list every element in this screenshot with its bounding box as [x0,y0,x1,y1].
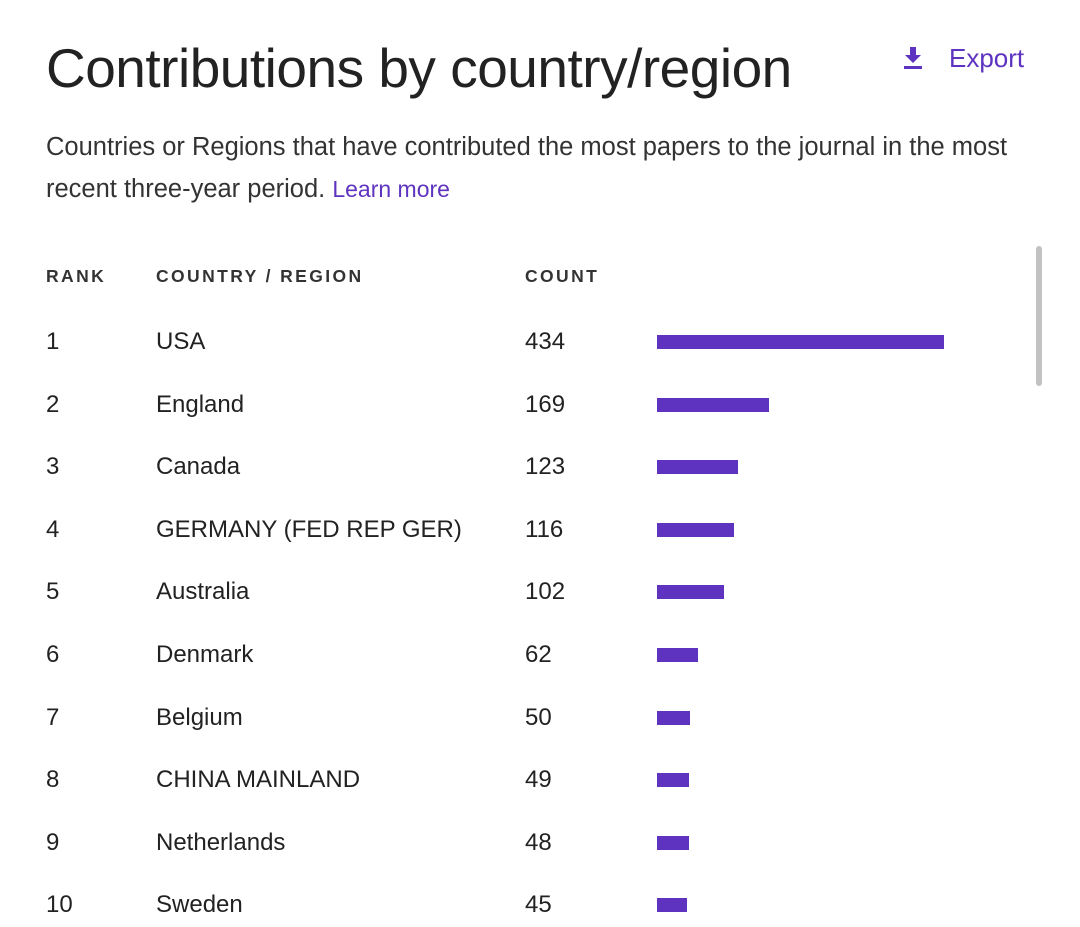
country-cell: Denmark [156,641,254,668]
count-cell: 123 [525,453,566,481]
scrollbar-thumb[interactable] [1036,246,1042,386]
country-cell: Netherlands [156,828,286,856]
export-button[interactable]: Export [903,42,1024,74]
count-cell: 102 [525,578,566,606]
table-row: 10 Sweden 45 [0,884,1030,924]
column-header-country: COUNTRY / REGION [156,266,364,286]
country-cell: Canada [156,453,241,481]
rank-cell: 2 [46,390,60,418]
table-row: 9 Netherlands 48 [0,822,1030,862]
rank-cell: 10 [46,891,73,919]
count-cell: 45 [525,891,552,919]
count-cell: 116 [525,515,564,543]
rank-cell: 5 [46,578,60,606]
country-cell: Sweden [156,891,243,919]
count-bar [657,522,734,537]
table-row: 1 USA 434 [0,321,1030,361]
table-row: 5 Australia 102 [0,571,1030,611]
table-row: 7 Belgium 50 [0,697,1030,737]
count-bar [657,397,769,412]
table-row: 4 GERMANY (FED REP GER) 116 [0,509,1030,549]
count-bar [657,585,724,600]
table-row: 6 Denmark 62 [0,634,1030,674]
export-label: Export [949,42,1025,73]
count-bar [657,898,687,913]
country-cell: England [156,390,245,418]
count-cell: 434 [525,328,566,355]
count-bar [657,835,689,850]
download-icon [903,46,923,70]
rank-cell: 1 [46,328,60,355]
count-bar [657,460,738,475]
page-title: Contributions by country/region [46,37,792,99]
rank-cell: 7 [46,703,60,731]
count-cell: 49 [525,766,552,794]
count-bar [657,710,690,725]
count-bar [657,773,689,788]
column-header-rank: RANK [46,266,107,286]
country-cell: USA [156,328,206,355]
count-cell: 48 [525,828,552,856]
count-cell: 50 [525,703,552,731]
learn-more-link[interactable]: Learn more [332,176,450,202]
table-row: 3 Canada 123 [0,446,1030,486]
count-bar [657,335,944,349]
description: Countries or Regions that have contribut… [46,126,1026,210]
rank-cell: 6 [46,641,60,668]
rank-cell: 9 [46,828,60,856]
description-text: Countries or Regions that have contribut… [46,133,1008,203]
country-cell: Belgium [156,703,243,731]
country-cell: GERMANY (FED REP GER) [156,515,462,543]
rank-cell: 8 [46,766,60,794]
count-cell: 169 [525,390,566,418]
country-cell: Australia [156,578,250,606]
rank-cell: 3 [46,453,60,481]
table-row: 8 CHINA MAINLAND 49 [0,759,1030,799]
scrollbar[interactable] [1034,246,1044,927]
column-header-count: COUNT [525,266,600,286]
country-cell: CHINA MAINLAND [156,766,361,794]
rank-cell: 4 [46,515,60,543]
count-cell: 62 [525,641,552,668]
table-row: 2 England 169 [0,384,1030,424]
count-bar [657,648,698,662]
